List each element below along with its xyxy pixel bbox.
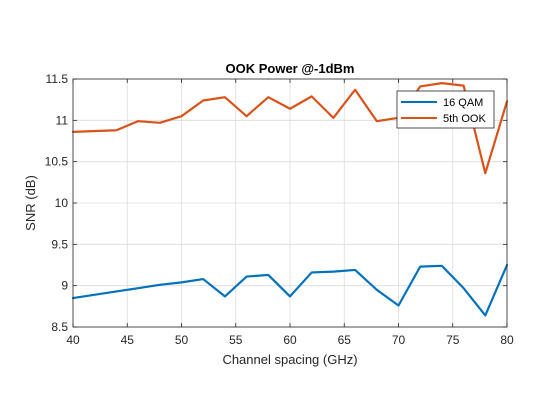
y-tick-label: 11.5: [46, 72, 69, 86]
x-tick-label: 60: [283, 333, 297, 347]
y-tick-label: 9: [61, 279, 68, 293]
ticks: 40 45 50 55 60 65 70 75 80 8.5 9 9.5 10 10.5 11 11.5: [45, 72, 514, 347]
x-tick-label: 70: [392, 333, 406, 347]
x-tick-label: 45: [121, 333, 135, 347]
legend-label-16-qam: 16 QAM: [443, 97, 483, 109]
y-tick-label: 10.5: [45, 155, 69, 169]
x-tick-label: 75: [446, 333, 460, 347]
chart-title: OOK Power @-1dBm: [226, 61, 355, 76]
legend-box: [396, 90, 495, 129]
x-tick-label: 50: [175, 333, 189, 347]
y-tick-label: 10: [55, 196, 69, 210]
x-tick-label: 40: [66, 333, 80, 347]
x-tick-label: 80: [500, 333, 514, 347]
y-tick-label: 8.5: [51, 320, 68, 334]
series-5th-ook-line: [71, 82, 509, 175]
series-layer: [71, 82, 509, 317]
x-tick-label: 65: [338, 333, 352, 347]
y-axis-label: SNR (dB): [23, 175, 38, 231]
legend: 16 QAM 5th OOK: [396, 90, 495, 129]
x-axis-label: Channel spacing (GHz): [222, 352, 357, 367]
x-tick-label: 55: [229, 333, 243, 347]
y-tick-label: 11: [56, 113, 69, 127]
series-16-qam-line: [71, 263, 509, 317]
legend-label-5th-ook: 5th OOK: [443, 113, 486, 125]
y-tick-label: 9.5: [51, 237, 68, 251]
